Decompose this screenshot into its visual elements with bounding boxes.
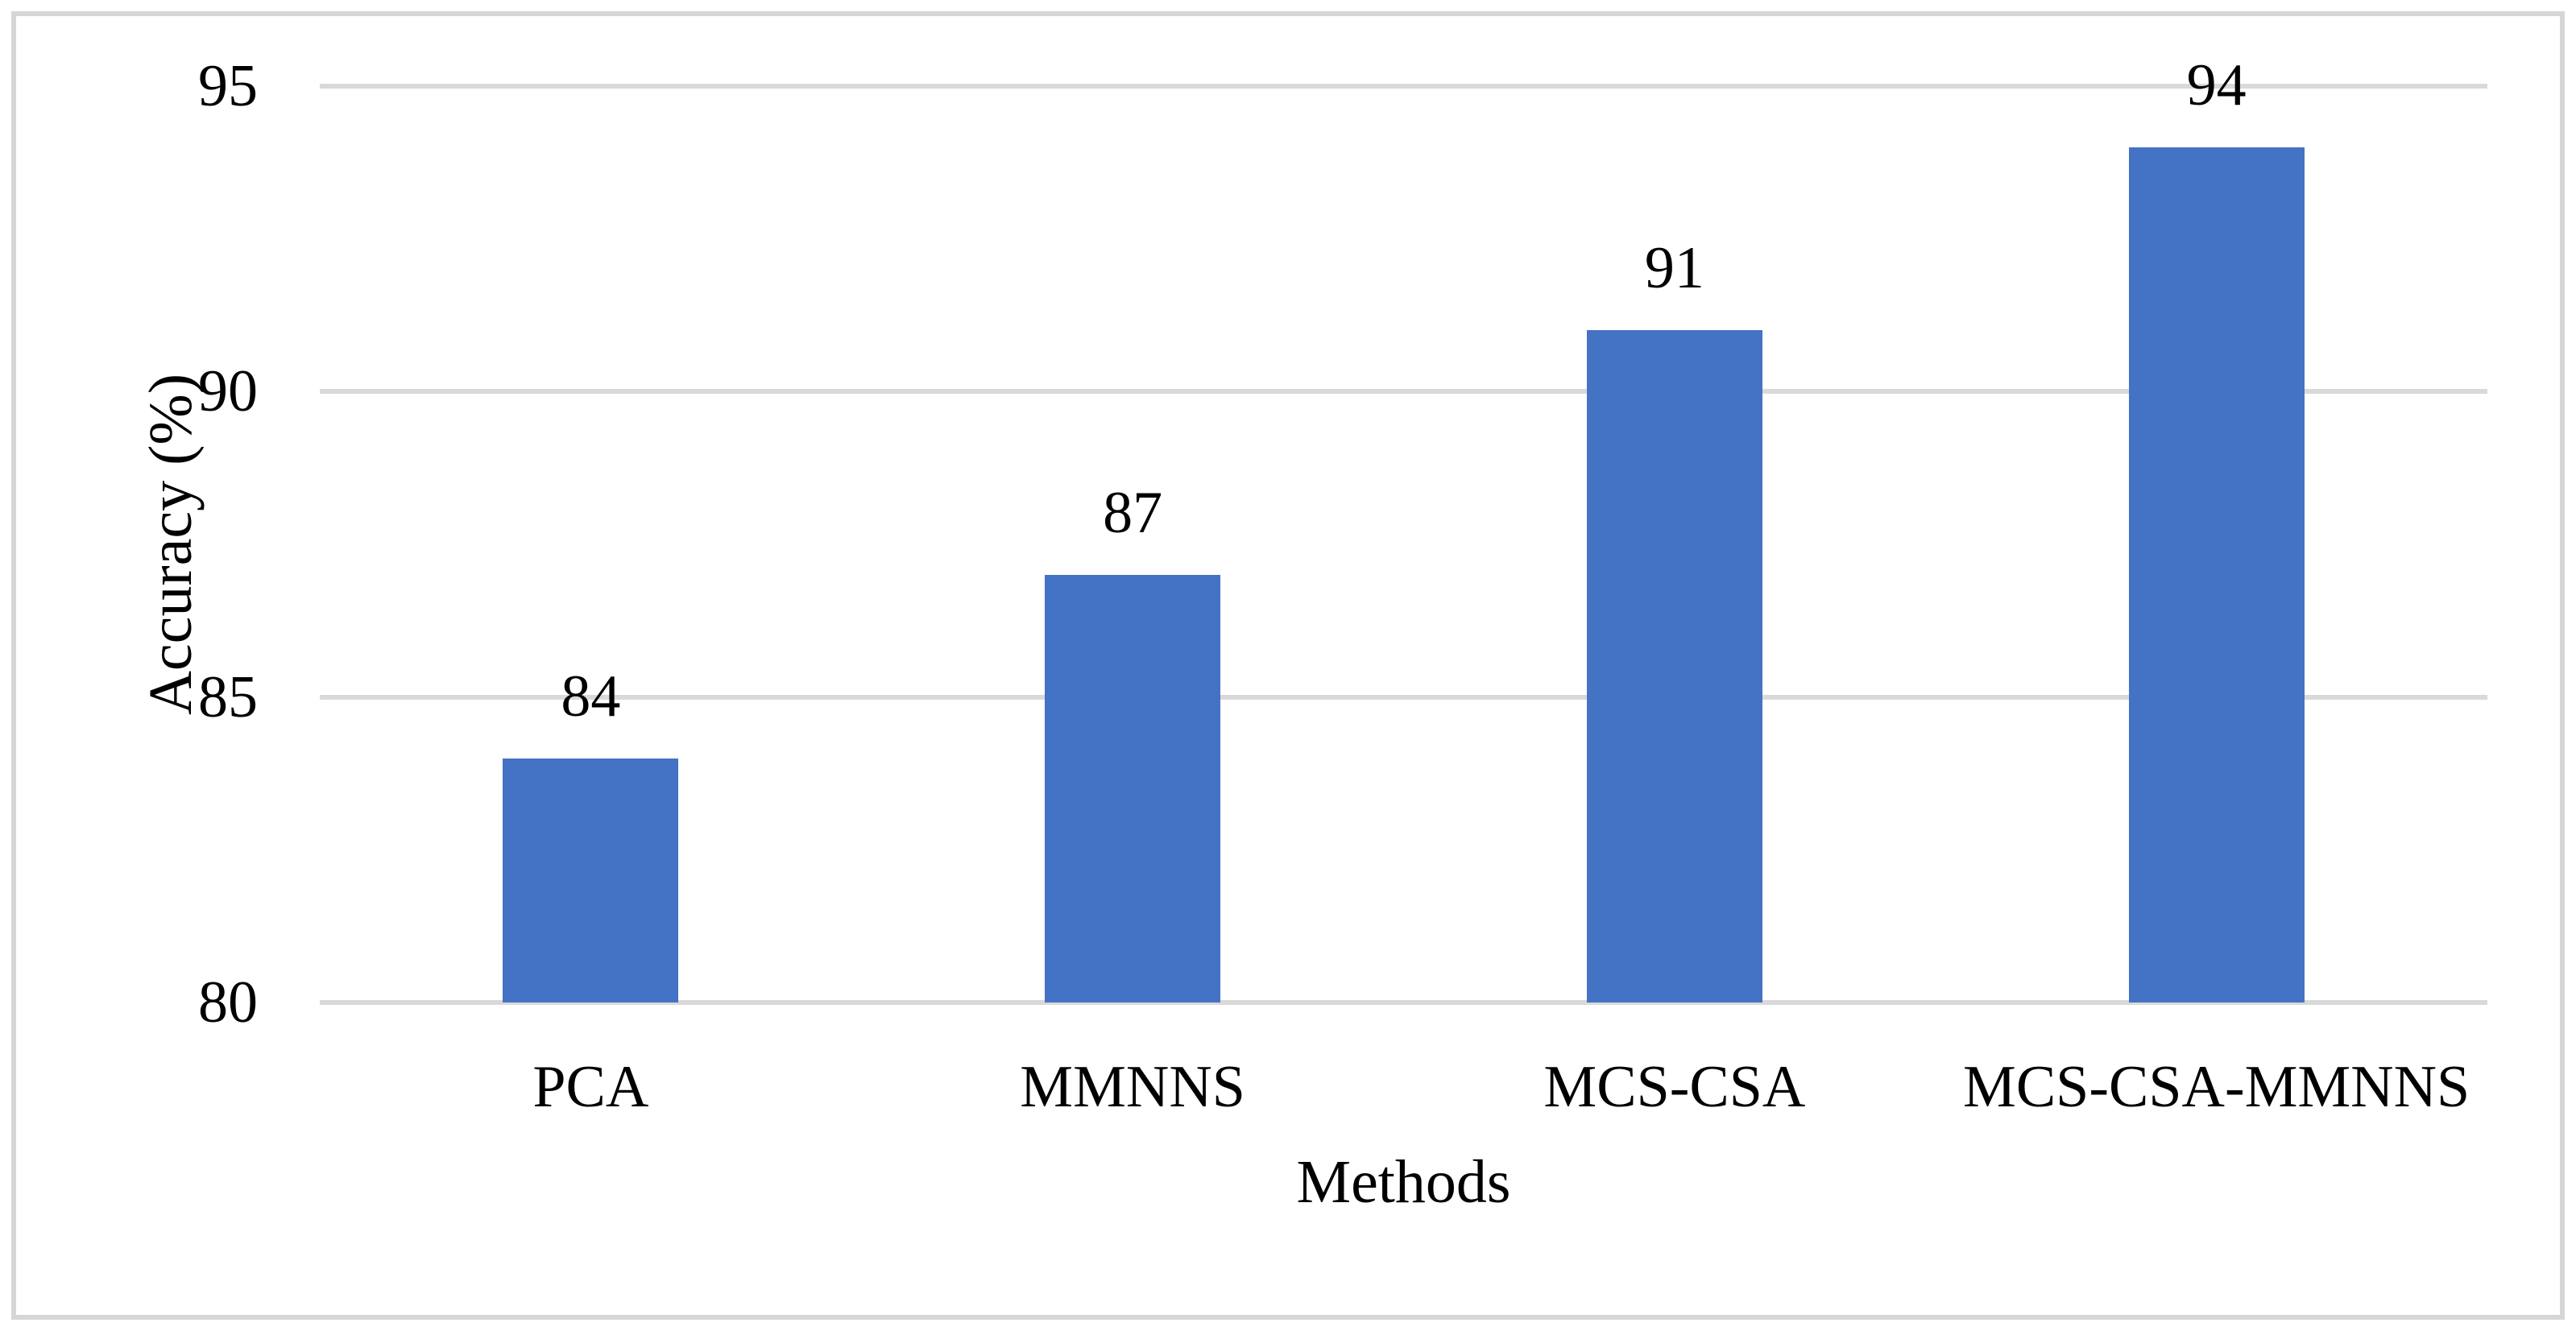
x-category-label: MCS-CSA <box>1543 1054 1806 1120</box>
x-category-label: MMNNS <box>1020 1054 1245 1120</box>
bar-slot: 91 <box>1404 86 1946 1002</box>
y-axis-title: Accuracy (%) <box>137 373 205 716</box>
y-tick-label: 95 <box>198 53 258 119</box>
horizontal-gridline <box>320 389 2487 395</box>
bar-slot: 87 <box>862 86 1404 1002</box>
bar-pca <box>503 758 679 1002</box>
horizontal-gridline <box>320 694 2487 700</box>
horizontal-gridline <box>320 1000 2487 1005</box>
bar-value-label: 91 <box>1644 235 1704 302</box>
y-tick-label: 80 <box>198 969 258 1035</box>
x-category-label: MCS-CSA-MMNNS <box>1963 1054 2470 1120</box>
bar-value-label: 94 <box>2186 52 2247 118</box>
bar-slot: 94 <box>1945 56 2487 1002</box>
x-category-label: PCA <box>532 1054 649 1120</box>
bar-mcs-csa <box>1586 330 1762 1002</box>
bar-mmnns <box>1045 574 1221 1002</box>
bar-mcs-csa-mmnns <box>2128 147 2305 1002</box>
horizontal-gridline <box>320 84 2487 89</box>
bar-slot: 84 <box>320 86 862 1002</box>
y-tick-label: 85 <box>198 663 258 730</box>
bars-layer: 84 87 91 94 <box>320 56 2487 1002</box>
y-tick-label: 90 <box>198 358 258 425</box>
x-axis-title: Methods <box>1296 1148 1511 1216</box>
bar-value-label: 84 <box>561 663 621 730</box>
x-axis-category-labels: PCA MMNNS MCS-CSA MCS-CSA-MMNNS <box>320 1047 2487 1127</box>
bar-value-label: 87 <box>1103 479 1163 546</box>
plot-area: 84 87 91 94 <box>320 56 2487 1005</box>
